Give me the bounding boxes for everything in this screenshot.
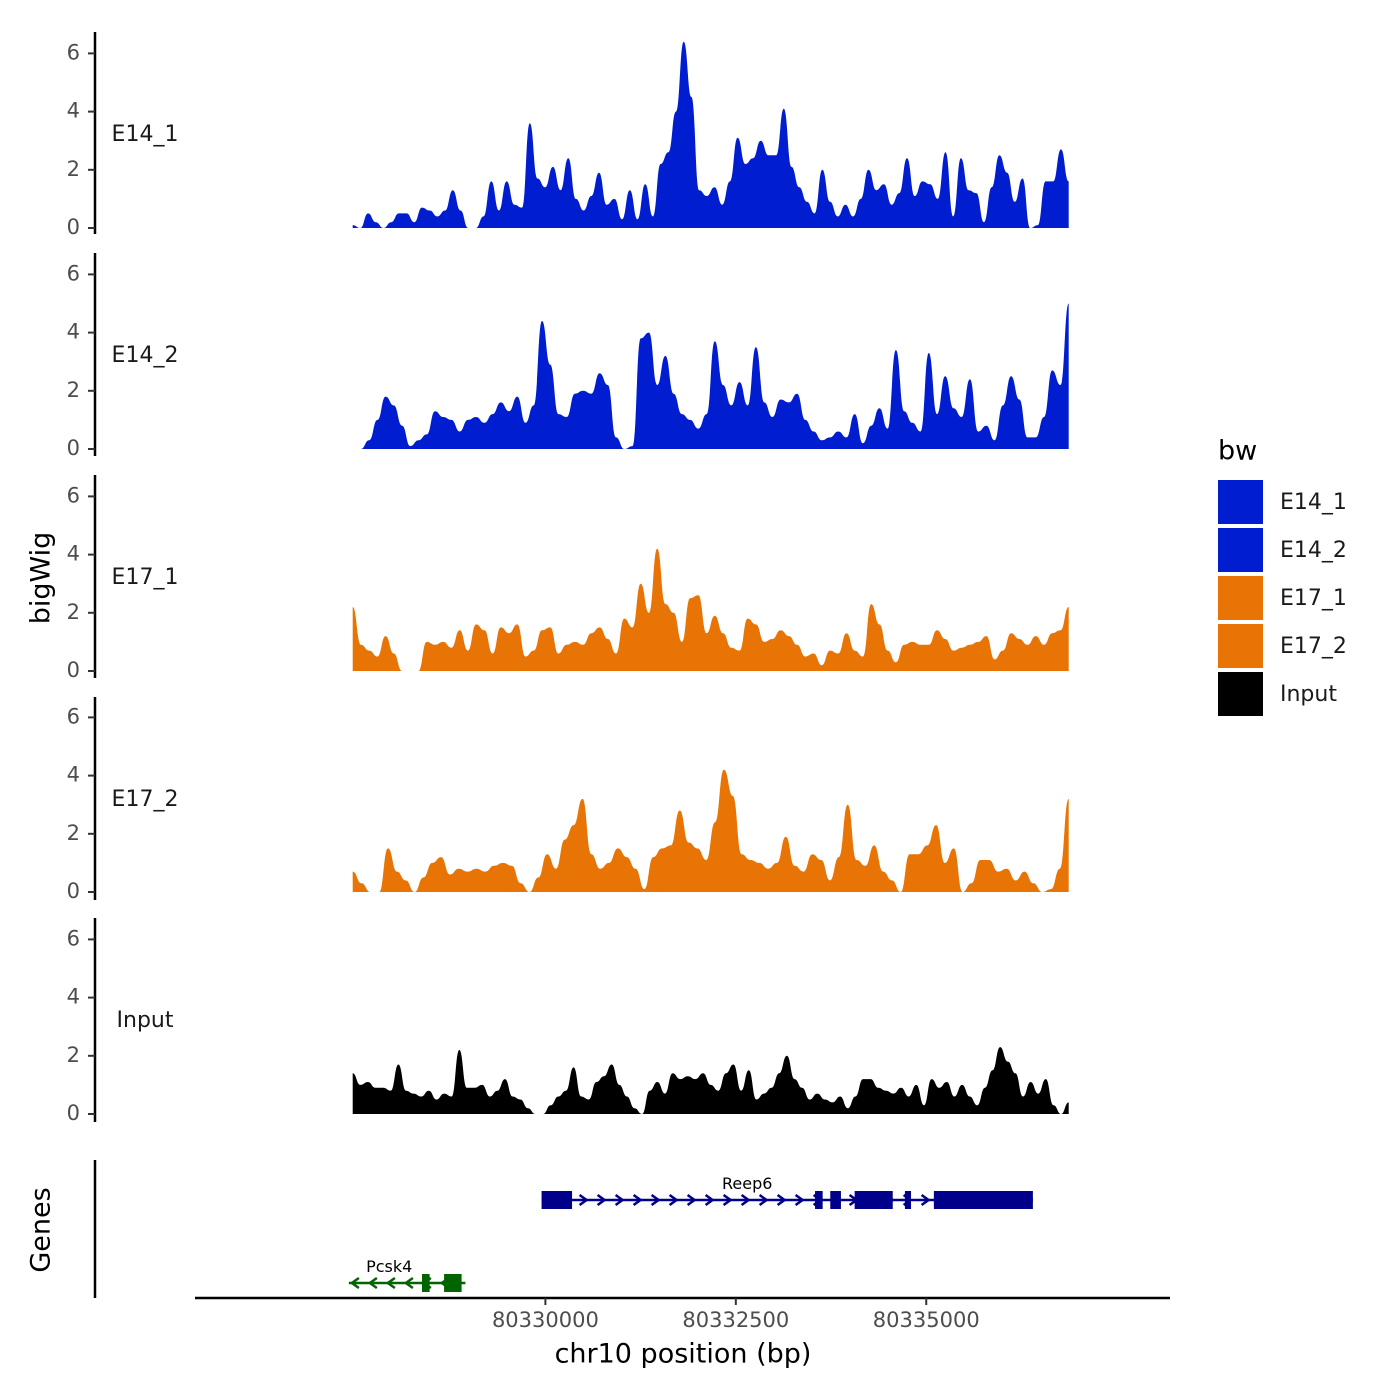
y-tick-label: 2	[67, 378, 80, 402]
y-tick-label: 0	[67, 658, 80, 682]
strand-arrow	[349, 1276, 360, 1290]
y-tick-label: 2	[67, 157, 80, 181]
legend-label-e17-2: E17_2	[1280, 634, 1347, 659]
strand-arrow	[367, 1276, 378, 1290]
legend-label-e17-1: E17_1	[1280, 586, 1347, 611]
y-ticks: 0 2 4 6	[67, 40, 95, 239]
y-tick-label: 4	[67, 320, 80, 344]
strand-arrow	[704, 1193, 715, 1207]
legend-key-e17-2	[1218, 624, 1263, 668]
strand-arrow	[758, 1193, 769, 1207]
gene-exon	[421, 1274, 430, 1292]
panel-label-e14-2: E14_2	[112, 343, 179, 368]
y-tick-label: 0	[67, 1101, 80, 1125]
x-tick-label: 80335000	[873, 1308, 980, 1332]
strand-arrow	[650, 1193, 661, 1207]
strand-arrow	[668, 1193, 679, 1207]
strand-arrow	[632, 1193, 643, 1207]
coverage-area-e14-1	[352, 41, 1069, 228]
y-ticks: 0 2 4 6	[67, 926, 95, 1125]
strand-arrow	[403, 1276, 414, 1290]
y-ticks: 0 2 4 6	[67, 704, 95, 903]
y-tick-label: 6	[67, 261, 80, 285]
strand-arrow	[722, 1193, 733, 1207]
legend-key-e14-1	[1218, 480, 1263, 524]
panel-label-input: Input	[117, 1008, 174, 1033]
legend-key-e17-1	[1218, 576, 1263, 620]
panel-e17-1: E17_1 0 2 4 6	[67, 475, 1069, 682]
legend-label-input: Input	[1280, 682, 1337, 707]
y-tick-label: 0	[67, 436, 80, 460]
panel-label-e17-1: E17_1	[112, 565, 179, 590]
x-ticks: 80330000 80332500 80335000	[492, 1298, 980, 1332]
panel-label-e14-1: E14_1	[112, 122, 179, 147]
strand-arrow	[794, 1193, 805, 1207]
y-tick-label: 6	[67, 926, 80, 950]
legend-key-e14-2	[1218, 528, 1263, 572]
x-tick-label: 80332500	[682, 1308, 789, 1332]
coverage-area-e17-2	[352, 769, 1069, 892]
panel-e17-2: E17_2 0 2 4 6	[67, 697, 1069, 903]
gene-exon	[444, 1274, 462, 1292]
genes-panel: Genes Reep6 Pcsk4	[26, 1160, 1033, 1298]
strand-arrow	[776, 1193, 787, 1207]
gene-exon	[815, 1191, 823, 1209]
y-tick-label: 6	[67, 40, 80, 64]
panel-label-e17-2: E17_2	[112, 787, 179, 812]
gene-exon	[854, 1191, 893, 1209]
panel-e14-2: E14_2 0 2 4 6	[67, 253, 1069, 460]
gene-exon	[541, 1191, 573, 1209]
y-tick-label: 6	[67, 483, 80, 507]
y-ticks: 0 2 4 6	[67, 261, 95, 460]
gene-label-pcsk4: Pcsk4	[366, 1257, 412, 1276]
genes-axis-title: Genes	[26, 1187, 57, 1272]
y-tick-label: 0	[67, 879, 80, 903]
gene-track-pcsk4	[348, 1274, 466, 1292]
gene-exon	[830, 1191, 841, 1209]
legend-title: bw	[1218, 436, 1257, 467]
x-axis-title: chr10 position (bp)	[555, 1339, 812, 1370]
gene-exon	[933, 1191, 1033, 1209]
y-tick-label: 2	[67, 821, 80, 845]
y-tick-label: 2	[67, 1043, 80, 1067]
x-tick-label: 80330000	[492, 1308, 599, 1332]
coverage-area-e17-1	[352, 548, 1069, 671]
y-tick-label: 6	[67, 704, 80, 728]
y-tick-label: 4	[67, 542, 80, 566]
strand-arrow	[596, 1193, 607, 1207]
gene-label-reep6: Reep6	[722, 1174, 772, 1193]
legend: bw E14_1 E14_2 E17_1 E17_2 Input	[1218, 436, 1347, 716]
strand-arrow	[740, 1193, 751, 1207]
coverage-area-input	[352, 1047, 1069, 1114]
panel-input: Input 0 2 4 6	[67, 918, 1069, 1125]
strand-arrow	[385, 1276, 396, 1290]
y-axis-title: bigWig	[26, 532, 57, 625]
legend-label-e14-1: E14_1	[1280, 490, 1347, 515]
strand-arrow	[614, 1193, 625, 1207]
panel-e14-1: E14_1 0 2 4 6	[67, 32, 1069, 239]
gene-track-reep6	[541, 1191, 1033, 1209]
strand-arrow	[920, 1193, 931, 1207]
legend-key-input	[1218, 672, 1263, 716]
legend-label-e14-2: E14_2	[1280, 538, 1347, 563]
y-tick-label: 4	[67, 763, 80, 787]
y-tick-label: 0	[67, 215, 80, 239]
x-axis: 80330000 80332500 80335000 chr10 position …	[195, 1296, 1170, 1370]
y-tick-label: 4	[67, 985, 80, 1009]
y-tick-label: 2	[67, 600, 80, 624]
strand-arrow	[686, 1193, 697, 1207]
y-ticks: 0 2 4 6	[67, 483, 95, 682]
coverage-area-e14-2	[352, 303, 1069, 449]
gene-exon	[904, 1191, 912, 1209]
y-tick-label: 4	[67, 99, 80, 123]
strand-arrow	[578, 1193, 589, 1207]
